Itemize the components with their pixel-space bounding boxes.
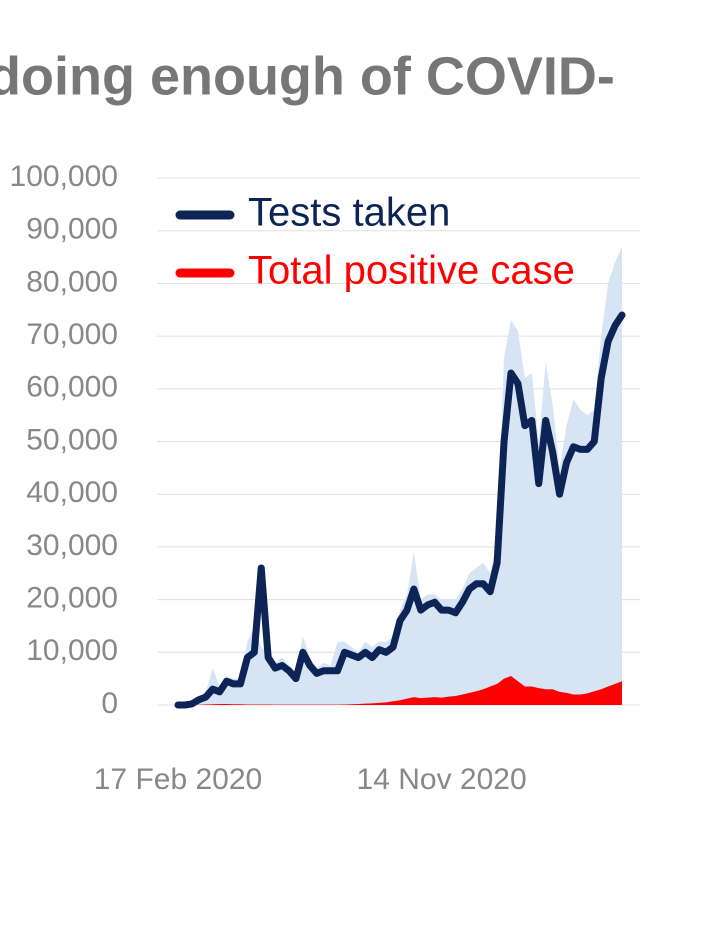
y-tick-label: 20,000 (26, 582, 118, 615)
legend-label: Tests taken (248, 191, 450, 235)
grid (157, 177, 640, 706)
y-tick-label: 60,000 (26, 371, 118, 404)
y-tick-label: 90,000 (26, 213, 118, 246)
y-tick-label: 50,000 (26, 423, 118, 456)
line (174, 311, 626, 709)
chart-title: doing enough of COVID- (0, 46, 615, 106)
x-tick-label: 14 Nov 2020 (357, 763, 527, 796)
x-tick-label: 17 Feb 2020 (94, 763, 262, 796)
legend: Tests taken Total positive case (175, 191, 575, 293)
y-tick-label: 30,000 (26, 529, 118, 562)
y-tick-label: 70,000 (26, 318, 118, 351)
area (178, 676, 622, 705)
y-tick-label: 0 (101, 687, 118, 720)
area (178, 246, 622, 705)
y-tick-label: 10,000 (26, 634, 118, 667)
legend-label: Total positive case (248, 249, 575, 293)
plot (174, 246, 626, 709)
axes: 0 10,000 20,000 30,000 40,000 50,000 60,000 70,… (10, 160, 527, 796)
y-tick-label: 80,000 (26, 265, 118, 298)
y-tick-label: 100,000 (10, 160, 118, 193)
y-tick-label: 40,000 (26, 476, 118, 509)
